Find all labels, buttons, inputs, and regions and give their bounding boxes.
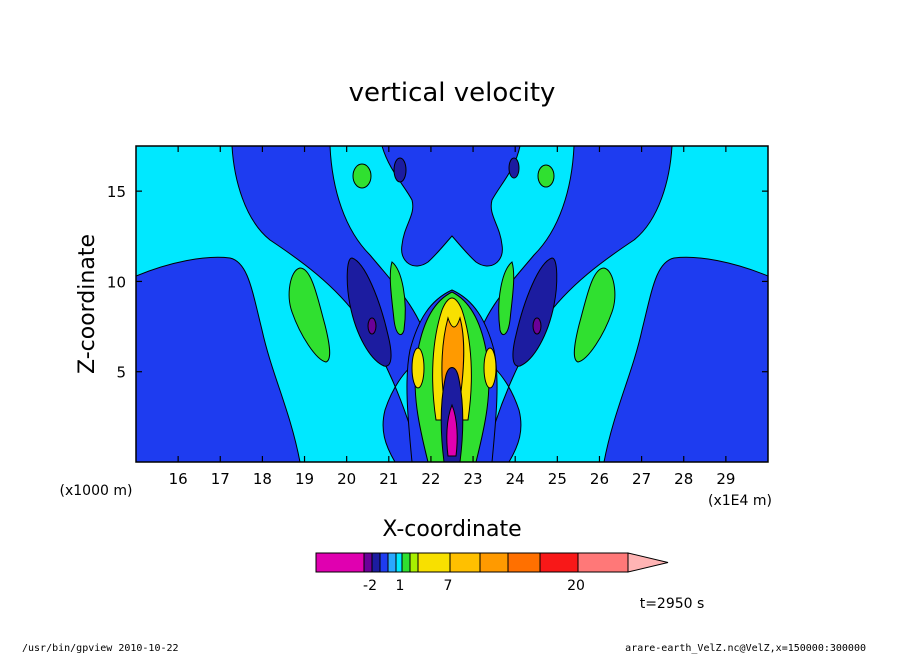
left-yellow-spot: [411, 347, 425, 389]
upper-navy-spot-right: [508, 157, 520, 179]
central-magenta-core: [446, 403, 458, 457]
upper-left-green-spot: [352, 163, 372, 189]
colorbar-segment: [387, 552, 397, 573]
colorbar-segment: [577, 552, 629, 573]
left-upper-blue-region: [231, 146, 431, 462]
y-tick-label: 5: [116, 364, 126, 382]
colorbar-arrow: [627, 552, 669, 573]
footer-right: arare-earth_VelZ.nc@VelZ,x=150000:300000: [625, 643, 866, 654]
colorbar-segment: [401, 552, 411, 573]
footer-left: /usr/bin/gpview 2010-10-22: [22, 643, 179, 654]
x-tick-label: 18: [253, 470, 272, 488]
x-tick-label: 27: [632, 470, 651, 488]
left-magenta-spot: [367, 317, 377, 335]
right-upper-blue-region: [473, 146, 673, 462]
right-lower-blue-region: [603, 256, 768, 462]
colorbar-segment: [479, 552, 509, 573]
y-axis-title: Z-coordinate: [75, 234, 100, 374]
colorbar-segment: [417, 552, 451, 573]
x-tick-label: 23: [464, 470, 483, 488]
colorbar-segment: [379, 552, 389, 573]
right-yellow-spot: [483, 347, 497, 389]
central-upper-blue-structure: [381, 146, 521, 267]
right-small-green-strip: [498, 261, 515, 336]
contour-field: [136, 146, 768, 462]
upper-right-green-spot: [537, 164, 555, 188]
right-navy-lobe: [512, 257, 558, 367]
chart-title: vertical velocity: [349, 78, 556, 108]
x-unit-label: (x1E4 m): [708, 493, 772, 509]
plot-frame: [135, 145, 769, 463]
x-tick-label: 24: [506, 470, 525, 488]
x-tick-label: 25: [548, 470, 567, 488]
x-axis-ticks: 16 17 18 19 20 21 22 23 24 25 26 27 28 29: [169, 146, 735, 488]
colorbar-segment: [539, 552, 579, 573]
left-lower-blue-region: [136, 256, 301, 462]
colorbar: -2 1 7 20: [315, 552, 669, 594]
x-tick-label: 17: [211, 470, 230, 488]
y-tick-label: 15: [107, 183, 126, 201]
right-green-lobe: [573, 267, 616, 363]
x-tick-label: 29: [716, 470, 735, 488]
upper-navy-spot: [393, 157, 407, 183]
time-label: t=2950 s: [640, 596, 705, 612]
y-axis-ticks: 5 10 15: [107, 183, 768, 382]
x-tick-label: 21: [379, 470, 398, 488]
y-tick-label: 10: [107, 273, 126, 291]
colorbar-segment: [395, 552, 403, 573]
colorbar-label: 20: [567, 578, 585, 594]
colorbar-label: 7: [444, 578, 453, 594]
colorbar-segment: [371, 552, 381, 573]
colorbar-segment: [409, 552, 419, 573]
colorbar-segment: [449, 552, 481, 573]
right-magenta-spot: [532, 317, 542, 335]
colorbar-label: 1: [396, 578, 405, 594]
x-tick-label: 20: [337, 470, 356, 488]
colorbar-label: -2: [363, 578, 377, 594]
x-axis-title: X-coordinate: [382, 517, 521, 542]
x-tick-label: 26: [590, 470, 609, 488]
x-tick-label: 19: [295, 470, 314, 488]
x-tick-label: 16: [169, 470, 188, 488]
left-small-green-strip: [389, 261, 406, 336]
x-tick-label: 28: [674, 470, 693, 488]
x-tick-label: 22: [421, 470, 440, 488]
left-green-lobe: [288, 267, 331, 363]
left-navy-lobe: [346, 257, 392, 367]
colorbar-segment: [315, 552, 365, 573]
colorbar-segment: [363, 552, 373, 573]
y-unit-label: (x1000 m): [60, 483, 133, 499]
colorbar-segment: [507, 552, 541, 573]
